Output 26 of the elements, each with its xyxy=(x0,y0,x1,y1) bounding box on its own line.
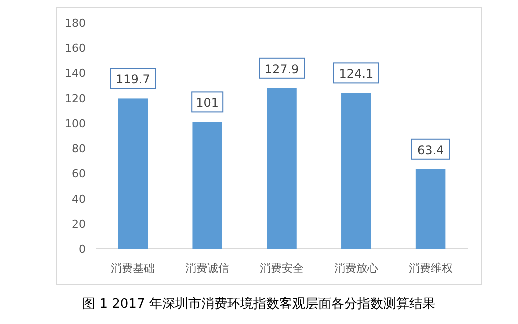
y-tick-label: 20 xyxy=(72,218,86,231)
bar xyxy=(118,98,148,249)
bar xyxy=(342,93,372,249)
data-label: 101 xyxy=(196,96,220,110)
y-tick-label: 180 xyxy=(65,17,86,30)
data-label: 124.1 xyxy=(339,67,374,82)
x-tick-label: 消费基础 xyxy=(111,262,156,275)
x-tick-label: 消费安全 xyxy=(260,262,304,275)
data-label: 63.4 xyxy=(417,143,444,158)
data-label: 127.9 xyxy=(264,62,300,76)
data-label: 119.7 xyxy=(116,72,150,87)
bar xyxy=(416,169,446,249)
y-tick-label: 0 xyxy=(79,243,86,256)
x-tick-label: 消费放心 xyxy=(334,262,378,275)
x-tick-label: 消费维权 xyxy=(408,262,453,275)
bar xyxy=(192,122,222,249)
y-tick-label: 80 xyxy=(72,142,86,156)
x-tick-label: 消费诚信 xyxy=(186,262,230,275)
y-tick-label: 160 xyxy=(65,42,86,56)
y-tick-label: 40 xyxy=(72,192,86,206)
y-tick-label: 120 xyxy=(65,92,86,106)
y-tick-label: 100 xyxy=(65,117,86,130)
bar xyxy=(267,88,297,249)
y-tick-label: 60 xyxy=(72,168,86,181)
caption: 图 1 2017 年深圳市消费环境指数客观层面各分指数测算结果 xyxy=(82,296,436,312)
y-tick-label: 140 xyxy=(65,67,86,80)
